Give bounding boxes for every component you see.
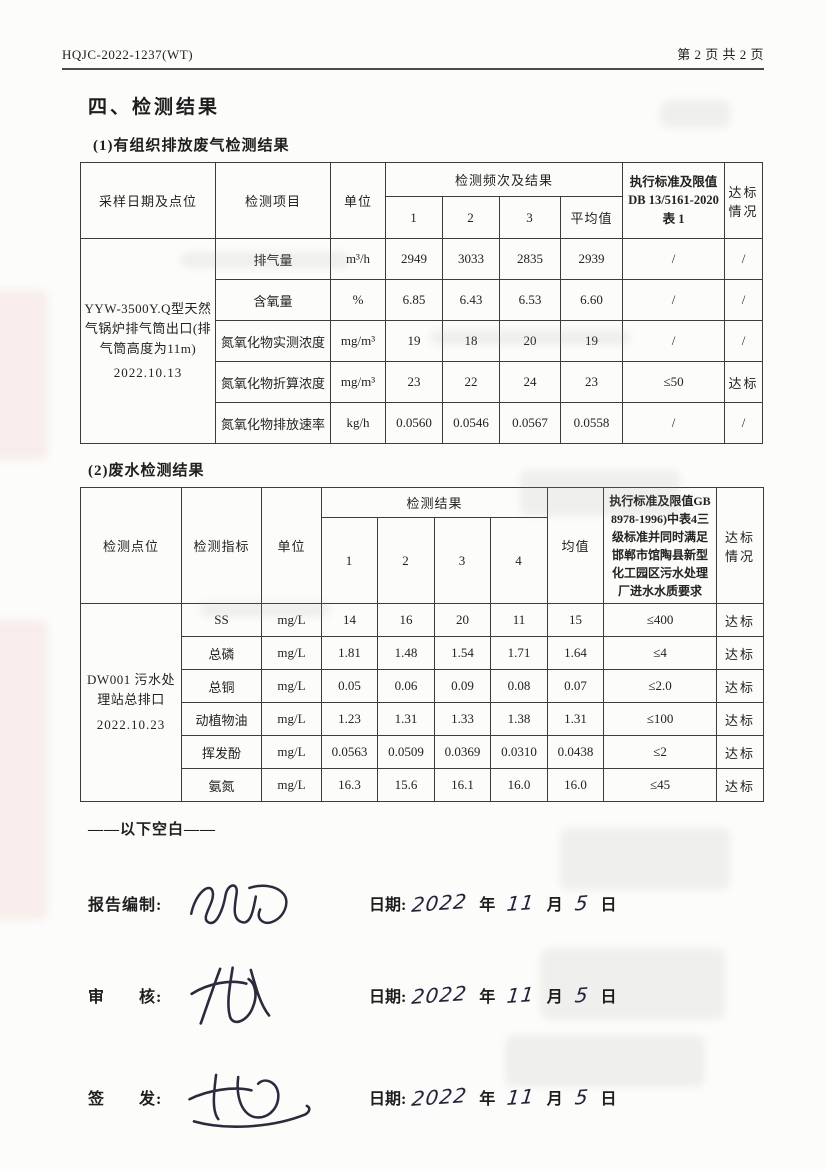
- col-header-site: 采样日期及点位: [80, 162, 216, 239]
- signature-reviewer: [184, 962, 369, 1028]
- col-header-run3: 3: [499, 196, 561, 239]
- handwritten-month: 11: [505, 1084, 537, 1110]
- col-header-standard: 执行标准及限值GB 8978-1996)中表4三级标准并同时满足邯郸市馆陶县新型…: [603, 487, 718, 604]
- date-line: 日期: 2022 年 11 月 5 日: [369, 1083, 617, 1111]
- table-row: 挥发酚 mg/L 0.0563 0.0509 0.0369 0.0310 0.0…: [81, 735, 765, 769]
- sampling-site-cell: YYW-3500Y.Q型天然气锅炉排气筒出口(排气筒高度为11m) 2022.1…: [80, 238, 216, 444]
- col-header-unit: 单位: [261, 487, 322, 604]
- water-results-table: 检测点位 检测指标 单位 检测结果 均值 执行标准及限值GB 8978-1996…: [80, 487, 765, 802]
- stamp-bleed-artifact: [0, 290, 48, 460]
- stamp-bleed-artifact: [0, 620, 48, 920]
- col-header-standard: 执行标准及限值 DB 13/5161-2020 表 1: [622, 162, 726, 239]
- date-line: 日期: 2022 年 11 月 5 日: [369, 981, 617, 1009]
- running-header: HQJC-2022-1237(WT) 第 2 页 共 2 页: [62, 44, 764, 70]
- handwritten-signature: [190, 966, 271, 1025]
- table-row: DW001 污水处理站总排口 2022.10.23 SS mg/L 14 16 …: [80, 603, 765, 802]
- document-code: HQJC-2022-1237(WT): [62, 47, 194, 62]
- col-header-unit: 单位: [330, 162, 386, 239]
- col-header-run1: 1: [385, 196, 443, 239]
- table-row: 动植物油 mg/L 1.23 1.31 1.33 1.38 1.31 ≤100 …: [81, 702, 765, 736]
- table-row: 总磷 mg/L 1.81 1.48 1.54 1.71 1.64 ≤4 达标: [81, 636, 765, 670]
- handwritten-year: 2022: [410, 1083, 469, 1111]
- handwritten-day: 5: [573, 1084, 590, 1110]
- handwritten-month: 11: [505, 890, 537, 916]
- signature-prepared-by: [184, 875, 369, 931]
- page-number: 第 2 页 共 2 页: [677, 47, 764, 62]
- issued-by-label: 签 发:: [88, 1091, 163, 1108]
- col-header-indicator: 检测指标: [181, 487, 262, 604]
- col-header-run2: 2: [442, 196, 500, 239]
- sampling-site-cell: DW001 污水处理站总排口 2022.10.23: [80, 603, 182, 802]
- signoff-row-reviewed: 审 核: 日期: 2022 年 11 月 5 日: [88, 955, 826, 1035]
- col-header-status: 达标情况: [716, 487, 765, 604]
- col-header-frequency: 检测频次及结果: [384, 162, 624, 197]
- col-header-status: 达标情况: [724, 162, 764, 239]
- table-row: 含氧量 % 6.85 6.43 6.53 6.60 / /: [81, 279, 764, 321]
- gas-section-heading: (1)有组织排放废气检测结果: [93, 138, 290, 154]
- handwritten-signature: [189, 884, 288, 925]
- signoff-row-prepared: 报告编制: 日期: 2022 年 11 月 5 日: [88, 867, 826, 939]
- handwritten-day: 5: [573, 890, 590, 916]
- col-header-site: 检测点位: [80, 487, 182, 604]
- handwritten-month: 11: [505, 982, 537, 1008]
- table-row: YYW-3500Y.Q型天然气锅炉排气筒出口(排气筒高度为11m) 2022.1…: [80, 238, 764, 444]
- handwritten-year: 2022: [410, 981, 469, 1009]
- end-of-content-note: ——以下空白——: [88, 822, 217, 838]
- date-line: 日期: 2022 年 11 月 5 日: [369, 889, 617, 917]
- handwritten-day: 5: [573, 982, 590, 1008]
- prepared-by-label: 报告编制:: [88, 897, 163, 914]
- col-header-item: 检测项目: [215, 162, 331, 239]
- col-header-run3: 3: [434, 517, 491, 604]
- table-row: 氮氧化物折算浓度 mg/m³ 23 22 24 23 ≤50 达标: [81, 361, 764, 403]
- handwritten-signature: [188, 1073, 311, 1128]
- water-section-heading: (2)废水检测结果: [88, 463, 205, 479]
- col-header-mean: 均值: [547, 487, 605, 604]
- col-header-average: 平均值: [559, 196, 624, 239]
- col-header-run1: 1: [321, 517, 378, 604]
- table-row: 氮氧化物排放速率 kg/h 0.0560 0.0546 0.0567 0.055…: [81, 402, 764, 444]
- col-header-run4: 4: [489, 517, 549, 604]
- handwritten-year: 2022: [410, 889, 469, 917]
- reviewed-by-label: 审 核:: [88, 989, 163, 1006]
- col-header-run2: 2: [377, 517, 435, 604]
- col-header-results: 检测结果: [320, 487, 549, 518]
- section-title: 四、检测结果: [88, 97, 221, 118]
- signoff-row-issued: 签 发: 日期: 2022 年 11 月 5 日: [88, 1057, 826, 1137]
- table-row: 氨氮 mg/L 16.3 15.6 16.1 16.0 16.0 ≤45 达标: [81, 768, 765, 802]
- gas-results-table: 采样日期及点位 检测项目 单位 检测频次及结果 执行标准及限值 DB 13/51…: [80, 162, 764, 444]
- signature-issuer: [184, 1066, 369, 1128]
- table-row: 总铜 mg/L 0.05 0.06 0.09 0.08 0.07 ≤2.0 达标: [81, 669, 765, 703]
